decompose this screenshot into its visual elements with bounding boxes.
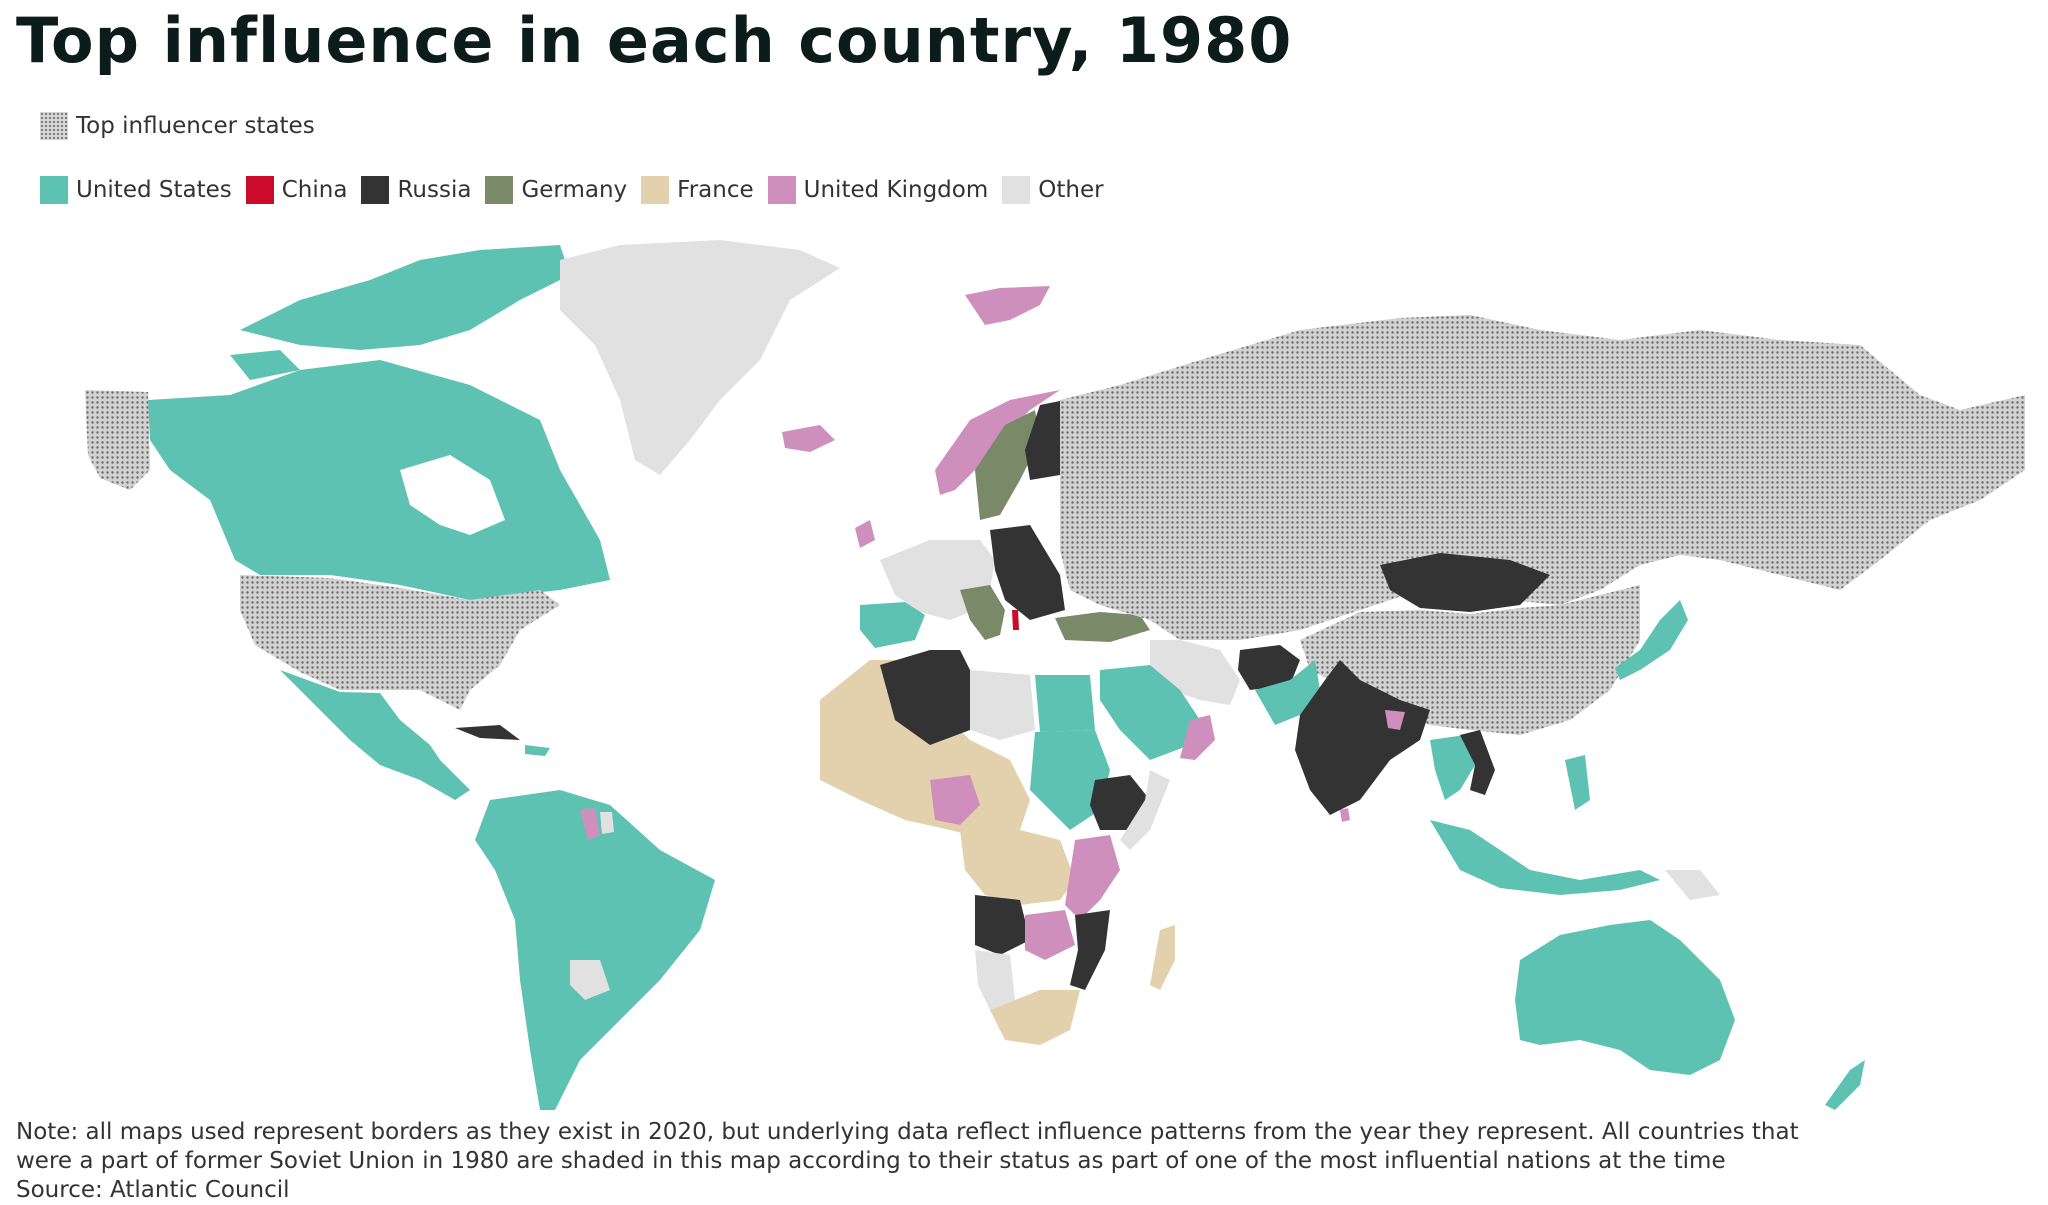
legend-item-russia: Russia	[361, 176, 471, 204]
region-canada	[148, 360, 610, 600]
legend-label: Russia	[397, 177, 472, 203]
region-mexico	[280, 670, 470, 800]
region-ussr	[1060, 315, 2025, 640]
region-japan	[1615, 600, 1688, 680]
region-eastern-europe	[990, 525, 1065, 620]
legend: United States China Russia Germany Franc…	[40, 176, 1104, 204]
region-usa	[240, 575, 560, 710]
legend-swatch	[641, 176, 670, 204]
region-guyana	[580, 808, 600, 840]
region-central-africa	[960, 830, 1075, 905]
region-oman	[1180, 715, 1215, 760]
region-philippines	[1565, 755, 1590, 810]
legend-label: United States	[76, 177, 232, 203]
region-namibia	[975, 950, 1015, 1010]
influencer-legend: Top influencer states	[40, 112, 315, 140]
legend-label: Other	[1038, 177, 1104, 203]
region-png	[1665, 870, 1720, 900]
legend-item-united-kingdom: United Kingdom	[767, 176, 989, 204]
legend-item-france: France	[641, 176, 754, 204]
legend-item-united-states: United States	[40, 176, 232, 204]
region-alaska	[85, 390, 150, 490]
influencer-legend-label: Top influencer states	[76, 113, 315, 139]
region-south-africa	[990, 990, 1080, 1045]
region-sri-lanka	[1340, 808, 1350, 822]
legend-label: Germany	[521, 177, 628, 203]
region-sweden	[975, 410, 1040, 520]
region-nigeria	[930, 775, 980, 825]
footer-note-line2: were a part of former Soviet Union in 19…	[16, 1148, 1726, 1174]
legend-label: China	[281, 177, 348, 203]
region-angola	[975, 895, 1030, 955]
region-pakistan	[1255, 660, 1320, 725]
region-caribbean	[525, 745, 550, 756]
region-greenland	[560, 240, 840, 475]
region-south-america	[475, 790, 715, 1110]
legend-item-china: China	[245, 176, 348, 204]
region-indonesia	[1430, 820, 1660, 895]
legend-label: United Kingdom	[803, 177, 989, 203]
legend-swatch	[245, 176, 274, 204]
region-australia	[1515, 920, 1735, 1075]
region-libya	[970, 670, 1035, 740]
region-afghanistan	[1238, 645, 1300, 690]
legend-item-other: Other	[1002, 176, 1104, 204]
legend-swatch	[767, 176, 796, 204]
region-svalbard	[965, 286, 1050, 325]
region-east-africa	[1065, 835, 1120, 920]
region-algeria	[880, 650, 975, 745]
region-canada-island	[230, 350, 300, 380]
region-paraguay	[570, 960, 610, 1000]
region-saudi	[1100, 665, 1200, 760]
region-turkey	[1055, 612, 1150, 642]
region-bangladesh	[1385, 710, 1405, 730]
region-cuba	[455, 725, 520, 740]
world-map	[85, 240, 2025, 1110]
region-canada-islands	[240, 245, 570, 350]
region-uk	[855, 520, 875, 548]
region-spain	[860, 602, 925, 648]
region-balkans	[960, 585, 1005, 640]
region-vietnam	[1460, 730, 1495, 795]
region-hudson-bay	[400, 455, 505, 535]
region-iceland	[782, 425, 835, 452]
region-zambia	[1025, 910, 1075, 960]
legend-label: France	[677, 177, 754, 203]
region-suriname	[600, 812, 614, 834]
region-mongolia	[1380, 553, 1550, 612]
footer-source: Source: Atlantic Council	[16, 1177, 290, 1203]
region-india	[1295, 660, 1430, 815]
region-somalia	[1120, 770, 1170, 850]
legend-item-germany: Germany	[485, 176, 627, 204]
region-thailand	[1430, 735, 1475, 800]
legend-swatch	[361, 176, 390, 204]
footer-note-line1: Note: all maps used represent borders as…	[16, 1119, 1799, 1145]
region-madagascar	[1150, 925, 1175, 990]
region-mozambique	[1070, 910, 1110, 990]
region-new-zealand	[1825, 1060, 1865, 1110]
legend-swatch	[485, 176, 514, 204]
map-title: Top influence in each country, 1980	[16, 4, 1293, 77]
region-egypt	[1035, 675, 1095, 732]
legend-swatch	[1002, 176, 1031, 204]
pattern-swatch-icon	[40, 112, 68, 140]
region-albania	[1012, 610, 1019, 630]
footer: Note: all maps used represent borders as…	[16, 1118, 2026, 1205]
legend-swatch	[40, 176, 68, 204]
region-west-africa	[820, 660, 1030, 840]
